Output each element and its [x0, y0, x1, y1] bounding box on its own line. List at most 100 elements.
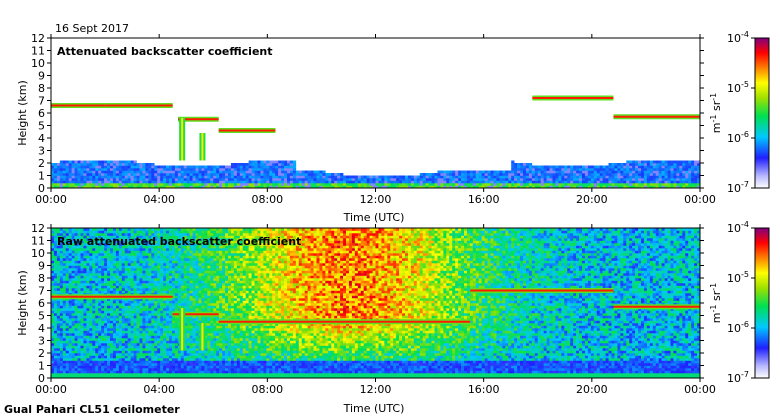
heatmap-cell — [98, 330, 102, 334]
heatmap-cell — [110, 163, 114, 166]
heatmap-cell — [174, 168, 179, 171]
heatmap-cell — [80, 285, 84, 289]
heatmap-cell — [112, 365, 117, 369]
heatmap-cell — [169, 353, 173, 356]
heatmap-cell — [145, 183, 149, 186]
heatmap-cell — [71, 248, 75, 251]
heatmap-cell — [89, 338, 93, 341]
heatmap-cell — [145, 240, 149, 244]
heatmap-cell — [207, 165, 211, 169]
heatmap-cell — [319, 173, 323, 176]
heatmap-cell — [189, 328, 193, 331]
heatmap-cell — [80, 363, 84, 366]
heatmap-cell — [233, 170, 238, 174]
heatmap-cell — [469, 178, 474, 181]
heatmap-cell — [51, 278, 55, 281]
heatmap-cell — [136, 353, 140, 356]
heatmap-cell — [127, 370, 131, 374]
heatmap-cell — [101, 185, 105, 189]
heatmap-cell — [422, 178, 426, 181]
heatmap-cell — [186, 263, 190, 266]
heatmap-cell — [189, 268, 193, 271]
heatmap-cell — [151, 258, 155, 261]
heatmap-cell — [127, 280, 131, 284]
heatmap-cell — [177, 298, 182, 301]
heatmap-cell — [180, 230, 185, 234]
heatmap-cell — [177, 168, 182, 171]
heatmap-cell — [139, 353, 143, 356]
heatmap-cell — [53, 345, 58, 349]
heatmap-cell — [110, 280, 114, 284]
heatmap-cell — [169, 358, 173, 361]
heatmap-cell — [180, 275, 185, 279]
heatmap-cell — [169, 315, 173, 319]
heatmap-cell — [192, 373, 196, 376]
heatmap-cell — [171, 308, 176, 311]
heatmap-cell — [180, 375, 185, 379]
heatmap-cell — [160, 373, 164, 376]
heatmap-cell — [104, 320, 108, 324]
heatmap-cell — [68, 240, 72, 244]
heatmap-cell — [222, 183, 226, 186]
heatmap-cell — [53, 183, 58, 186]
heatmap-cell — [272, 185, 276, 189]
heatmap-cell — [248, 163, 252, 166]
heatmap-cell — [599, 178, 603, 181]
heatmap-cell — [351, 175, 356, 179]
heatmap-cell — [228, 178, 232, 181]
heatmap-cell — [59, 288, 64, 291]
heatmap-cell — [142, 310, 146, 314]
heatmap-cell — [157, 270, 161, 274]
heatmap-cell — [552, 175, 556, 179]
heatmap-cell — [587, 180, 592, 184]
heatmap-cell — [151, 233, 155, 236]
heatmap-cell — [171, 335, 176, 339]
heatmap-cell — [157, 368, 161, 371]
heatmap-cell — [71, 335, 75, 339]
heatmap-cell — [68, 260, 72, 264]
heatmap-cell — [166, 363, 170, 366]
heatmap-cell — [605, 178, 609, 181]
heatmap-cell — [62, 275, 67, 279]
heatmap-cell — [481, 178, 485, 181]
heatmap-cell — [641, 163, 645, 166]
heatmap-cell — [98, 355, 102, 359]
heatmap-cell — [107, 258, 111, 261]
heatmap-cell — [434, 173, 438, 176]
heatmap-cell — [558, 175, 562, 179]
heatmap-cell — [174, 260, 179, 264]
heatmap-cell — [449, 185, 453, 189]
heatmap-cell — [110, 313, 114, 316]
heatmap-cell — [422, 175, 426, 179]
heatmap-cell — [83, 300, 87, 304]
heatmap-cell — [228, 173, 232, 176]
heatmap-cell — [145, 168, 149, 171]
heatmap-cell — [68, 353, 72, 356]
heatmap-cell — [440, 175, 444, 179]
heatmap-cell — [98, 255, 102, 259]
heatmap-cell — [95, 280, 99, 284]
heatmap-cell — [171, 258, 176, 261]
heatmap-cell — [225, 170, 229, 174]
heatmap-cell — [124, 305, 128, 309]
heatmap-cell — [233, 180, 238, 184]
heatmap-cell — [62, 243, 67, 246]
heatmap-cell — [68, 258, 72, 261]
heatmap-cell — [62, 163, 67, 166]
heatmap-cell — [59, 323, 64, 326]
heatmap-cell — [422, 185, 426, 189]
heatmap-cell — [154, 340, 158, 344]
heatmap-cell — [183, 283, 187, 286]
heatmap-cell — [163, 360, 167, 364]
heatmap-cell — [180, 165, 185, 169]
heatmap-cell — [53, 358, 58, 361]
heatmap-cell — [145, 283, 149, 286]
heatmap-cell — [133, 355, 137, 359]
heatmap-cell — [620, 175, 624, 179]
heatmap-cell — [145, 258, 149, 261]
heatmap-cell — [151, 263, 155, 266]
heatmap-cell — [127, 180, 131, 184]
y-tick-label: 7 — [38, 95, 45, 108]
heatmap-cell — [171, 250, 176, 254]
heatmap-cell — [74, 310, 78, 314]
